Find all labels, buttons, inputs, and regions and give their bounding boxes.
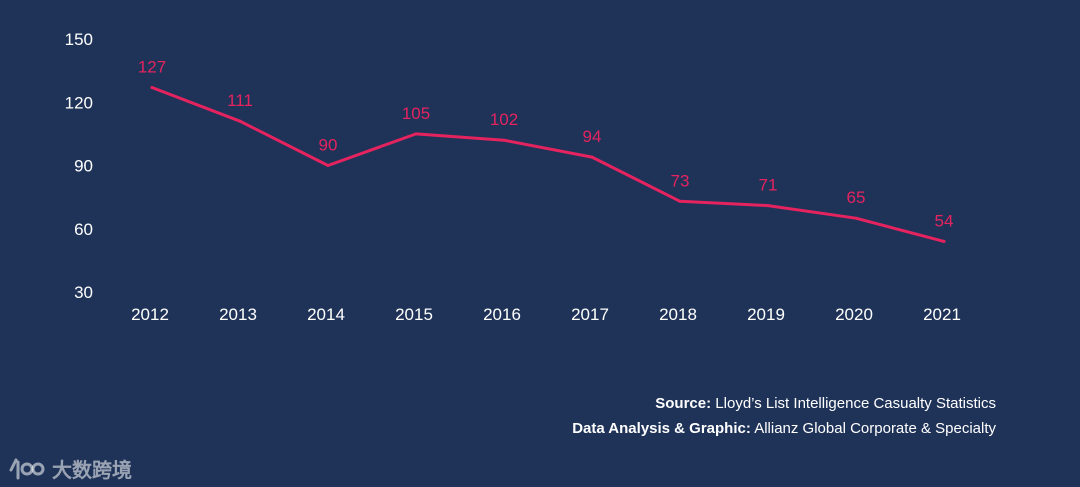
x-tick-label: 2015 (395, 305, 433, 324)
source-credit: Source: Lloyd’s List Intelligence Casual… (655, 395, 996, 412)
analysis-text: Allianz Global Corporate & Specialty (754, 420, 996, 437)
data-point (150, 85, 154, 89)
x-tick-label: 2013 (219, 305, 257, 324)
data-label: 111 (227, 91, 253, 110)
data-point (590, 155, 594, 159)
series-line (150, 86, 946, 243)
source-text: Lloyd’s List Intelligence Casualty Stati… (715, 395, 996, 412)
data-label: 65 (847, 188, 866, 207)
x-tick-label: 2017 (571, 305, 609, 324)
x-tick-label: 2021 (923, 305, 961, 324)
y-axis: 150 120 90 60 30 (65, 30, 93, 302)
data-label: 90 (319, 136, 338, 155)
x-tick-label: 2014 (307, 305, 345, 324)
analysis-label: Data Analysis & Graphic: (572, 420, 751, 437)
watermark: 大数跨境 (8, 454, 132, 483)
data-point (326, 164, 330, 167)
data-label: 102 (490, 110, 518, 129)
data-point (766, 204, 770, 208)
series-total-losses (150, 85, 946, 243)
data-point (414, 132, 418, 136)
data-label: 71 (759, 176, 778, 195)
x-tick-label: 2018 (659, 305, 697, 324)
y-tick-label: 150 (65, 30, 93, 49)
logo-mark-icon (9, 458, 45, 479)
data-point (942, 239, 946, 243)
y-tick-label: 60 (74, 220, 93, 239)
x-tick-label: 2016 (483, 305, 521, 324)
data-label: 105 (402, 104, 430, 123)
data-label: 54 (935, 211, 954, 230)
data-point (854, 216, 858, 220)
watermark-text: 大数跨境 (52, 460, 132, 482)
data-labels: 127 111 90 105 102 94 73 71 65 54 (138, 57, 954, 230)
analysis-credit: Data Analysis & Graphic: Allianz Global … (572, 420, 996, 437)
y-tick-label: 90 (74, 157, 93, 176)
x-tick-label: 2012 (131, 305, 169, 324)
x-tick-label: 2019 (747, 305, 785, 324)
data-point (238, 119, 242, 123)
y-tick-label: 30 (74, 283, 93, 302)
data-point (678, 199, 682, 203)
data-point (502, 138, 506, 142)
source-label: Source: (655, 395, 712, 412)
y-tick-label: 120 (65, 93, 93, 112)
x-axis: 2012 2013 2014 2015 2016 2017 2018 2019 2020 2021 (131, 305, 961, 324)
data-label: 94 (583, 127, 602, 146)
data-label: 73 (671, 171, 690, 190)
x-tick-label: 2020 (835, 305, 873, 324)
data-label: 127 (138, 57, 166, 76)
